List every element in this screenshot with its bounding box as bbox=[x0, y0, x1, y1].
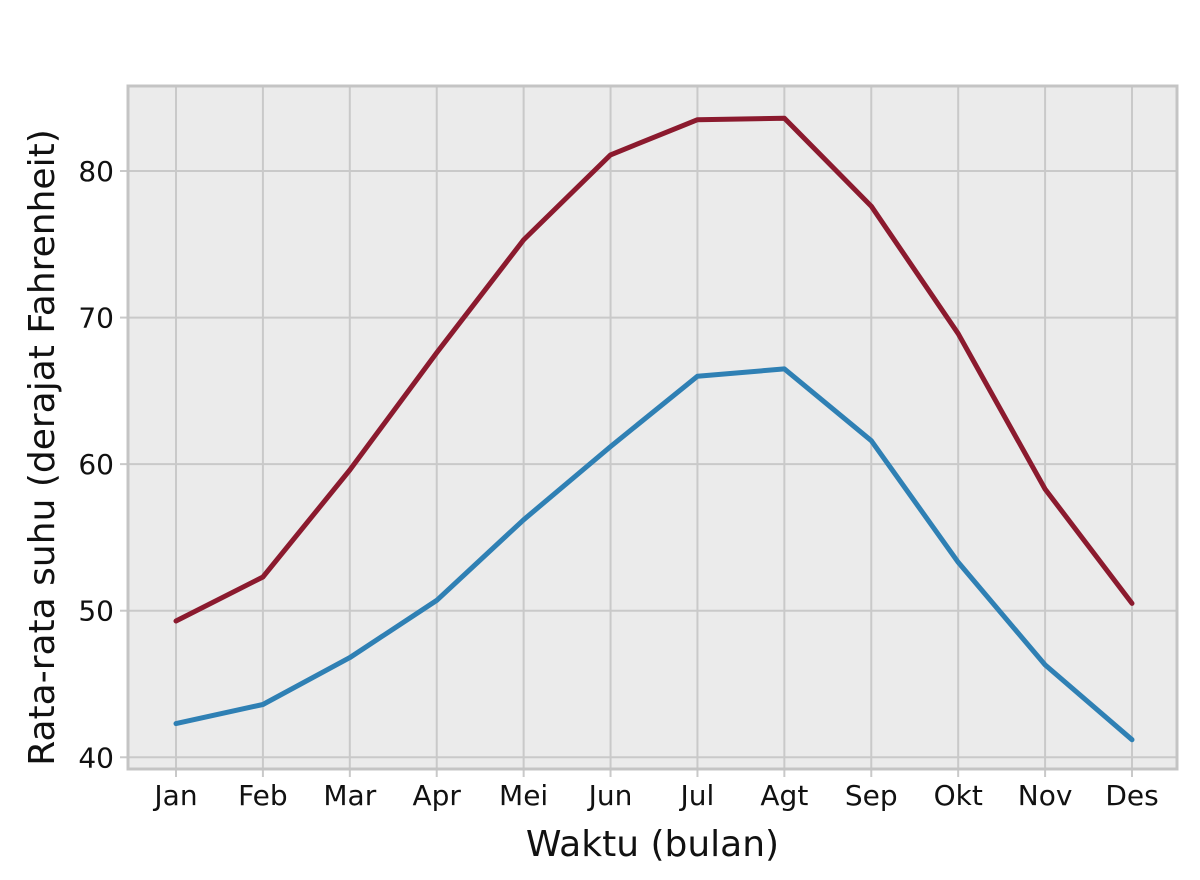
y-tick-label: 70 bbox=[78, 302, 114, 335]
series-lines bbox=[173, 115, 1135, 743]
grid-lines bbox=[120, 86, 1177, 777]
y-tick-label: 50 bbox=[78, 595, 114, 628]
plot-frame bbox=[126, 84, 1179, 771]
tick-labels: Jan Feb Mar Apr Mei Jun Jul Agt Sep Okt Nov Des 40 50… bbox=[78, 155, 1158, 812]
y-axis-label: Rata-rata suhu (derajat Fahrenheit) bbox=[22, 129, 63, 766]
series-line-2 bbox=[173, 366, 1135, 743]
x-tick-label: Mar bbox=[323, 779, 376, 812]
x-axis-label: Waktu (bulan) bbox=[526, 824, 779, 865]
x-tick-label: Apr bbox=[413, 779, 462, 812]
x-tick-label: Sep bbox=[845, 779, 898, 812]
x-tick-label: Jan bbox=[152, 779, 197, 812]
x-tick-label: Jul bbox=[679, 779, 715, 812]
series-line-1 bbox=[173, 115, 1135, 624]
x-tick-label: Feb bbox=[238, 779, 288, 812]
x-tick-label: Okt bbox=[934, 779, 983, 812]
x-tick-label: Agt bbox=[760, 779, 808, 812]
y-tick-label: 40 bbox=[78, 741, 114, 774]
x-tick-label: Des bbox=[1105, 779, 1158, 812]
x-tick-label: Nov bbox=[1018, 779, 1073, 812]
x-tick-label: Mei bbox=[499, 779, 548, 812]
y-tick-label: 60 bbox=[78, 448, 114, 481]
plot-background bbox=[128, 86, 1177, 769]
x-tick-label: Jun bbox=[587, 779, 633, 812]
y-tick-label: 80 bbox=[78, 155, 114, 188]
